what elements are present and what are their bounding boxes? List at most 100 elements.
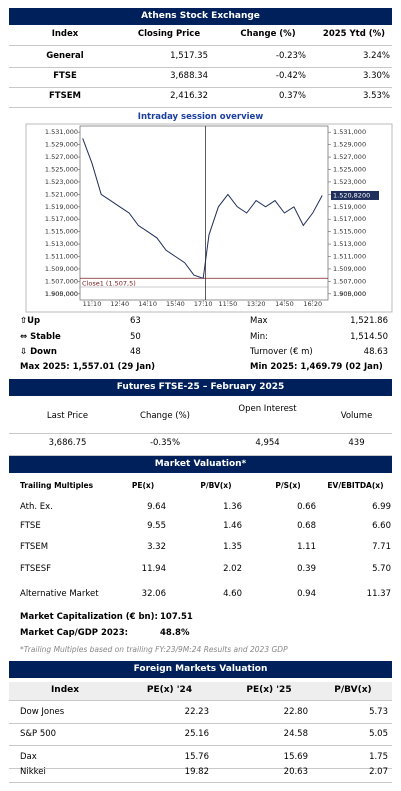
value-cell: 15.69	[283, 752, 308, 762]
y2-tick-label: 1.529,000	[333, 141, 366, 149]
x-tick-label: 16:20	[303, 300, 322, 308]
row-border	[9, 45, 392, 46]
value-cell: 25.16	[184, 729, 209, 739]
x-tick-label: 17:10	[194, 300, 213, 308]
value-cell: 439	[348, 438, 365, 448]
column-header: Closing Price	[137, 29, 201, 39]
column-header: P/BV(x)	[334, 685, 372, 695]
index-name: FTSE	[20, 521, 41, 531]
value-cell: 0.66	[297, 502, 316, 512]
breadth-cell: Min:	[250, 331, 268, 342]
row-border	[9, 433, 392, 434]
value-cell: 19.82	[184, 767, 209, 777]
value-cell: 1.75	[369, 752, 388, 762]
y-tick-label: 1.517,000	[45, 215, 78, 223]
y-tick-label: 1.515,000	[45, 228, 78, 236]
y2-tick-label: 1.515,000	[333, 228, 366, 236]
close-label: Close1 (1.507,5)	[82, 279, 136, 287]
column-header: Change (%)	[240, 29, 296, 39]
value-cell: 6.99	[372, 502, 391, 512]
column-header: 2025 Ytd (%)	[322, 29, 386, 39]
value-cell: 5.73	[369, 707, 388, 717]
x-tick-label: 14:10	[138, 300, 157, 308]
y2-tick-label: 1.531,000	[333, 128, 366, 136]
column-header: Last Price	[46, 411, 89, 421]
index-name: S&P 500	[20, 729, 57, 739]
value-cell: 3.32	[147, 542, 166, 552]
row-border	[9, 768, 392, 769]
footnote: *Trailing Multiples based on trailing FY…	[20, 645, 288, 654]
value-cell: 0.37%	[278, 91, 306, 101]
y2-tick-label: 1.509,000	[333, 265, 366, 273]
column-header: P/BV(x)	[200, 481, 232, 490]
gdp-value: 48.8%	[160, 628, 190, 638]
row-border	[9, 67, 392, 68]
value-cell: 0.94	[297, 589, 316, 599]
value-cell: 3.30%	[362, 71, 390, 81]
y2-tick-label: 1.507,000	[333, 277, 366, 285]
value-cell: 2.02	[223, 564, 242, 574]
value-cell: 22.80	[283, 707, 308, 717]
value-cell: 11.94	[141, 564, 166, 574]
section-title: Market Valuation*	[9, 456, 392, 473]
y2-tick-label: 1.527,000	[333, 153, 366, 161]
column-header: Volume	[340, 411, 373, 421]
row-border	[9, 107, 392, 108]
column-header: Open Interest	[238, 404, 297, 414]
x-tick-label: 15:40	[166, 300, 185, 308]
value-cell: -0.23%	[275, 51, 306, 61]
value-cell: 1.46	[223, 521, 242, 531]
section-title: Foreign Markets Valuation	[9, 661, 392, 678]
y-tick-label: 1.505,000	[45, 290, 78, 298]
value-cell: 7.71	[372, 542, 391, 552]
breadth-cell: 1,521.86	[350, 316, 388, 326]
x-tick-label: 11:50	[218, 300, 237, 308]
y-tick-label: 1.523,000	[45, 178, 78, 186]
row-border	[9, 782, 392, 783]
row-border	[9, 87, 392, 88]
x-tick-label: 11:10	[83, 300, 102, 308]
y2-tick-label: 1.511,000	[333, 253, 366, 261]
column-header: Trailing Multiples	[20, 481, 94, 490]
value-cell: 1.36	[223, 502, 242, 512]
breadth-cell: 50	[130, 331, 141, 342]
section-title: Athens Stock Exchange	[9, 8, 392, 25]
y-tick-label: 1.527,000	[45, 153, 78, 161]
value-cell: 24.58	[283, 729, 308, 739]
breadth-cell: Max	[250, 316, 268, 326]
x-tick-label: 12:40	[110, 300, 129, 308]
index-name: FTSEM	[49, 91, 81, 101]
breadth-cell: ⇩ Down	[20, 347, 57, 357]
y2-tick-label: 1.505,000	[333, 290, 366, 298]
breadth-cell: Turnover (€ m)	[250, 347, 313, 357]
header-bg	[9, 682, 392, 700]
volume-label: 1.900.000	[333, 290, 366, 298]
cap-label: Market Capitalization (€ bn):	[20, 612, 158, 622]
breadth-cell: 48.63	[363, 347, 388, 357]
value-cell: 2.07	[369, 767, 388, 777]
column-header: Index	[51, 29, 79, 39]
x-tick-label: 13:20	[247, 300, 266, 308]
section-title: Futures FTSE-25 – February 2025	[9, 379, 392, 396]
y-tick-label: 1.509,000	[45, 265, 78, 273]
index-name: FTSESF	[20, 564, 51, 574]
y-tick-label: 1.525,000	[45, 166, 78, 174]
value-cell: 3,686.75	[48, 438, 87, 448]
y2-tick-label: 1.519,000	[333, 203, 366, 211]
index-name: Dow Jones	[20, 707, 65, 717]
row-border	[9, 723, 392, 724]
x-tick-label: 14:50	[275, 300, 294, 308]
y-tick-label: 1.531,000	[45, 128, 78, 136]
value-cell: 9.64	[147, 502, 166, 512]
value-cell: 5.70	[372, 564, 391, 574]
y-tick-label: 1.521,000	[45, 190, 78, 198]
gdp-label: Market Cap/GDP 2023:	[20, 628, 129, 638]
value-cell: 32.06	[141, 589, 166, 599]
value-cell: 1,517.35	[170, 51, 208, 61]
row-border	[9, 745, 392, 746]
value-cell: 0.68	[297, 521, 316, 531]
value-cell: 3,688.34	[170, 71, 208, 81]
value-cell: 4,954	[255, 438, 280, 448]
